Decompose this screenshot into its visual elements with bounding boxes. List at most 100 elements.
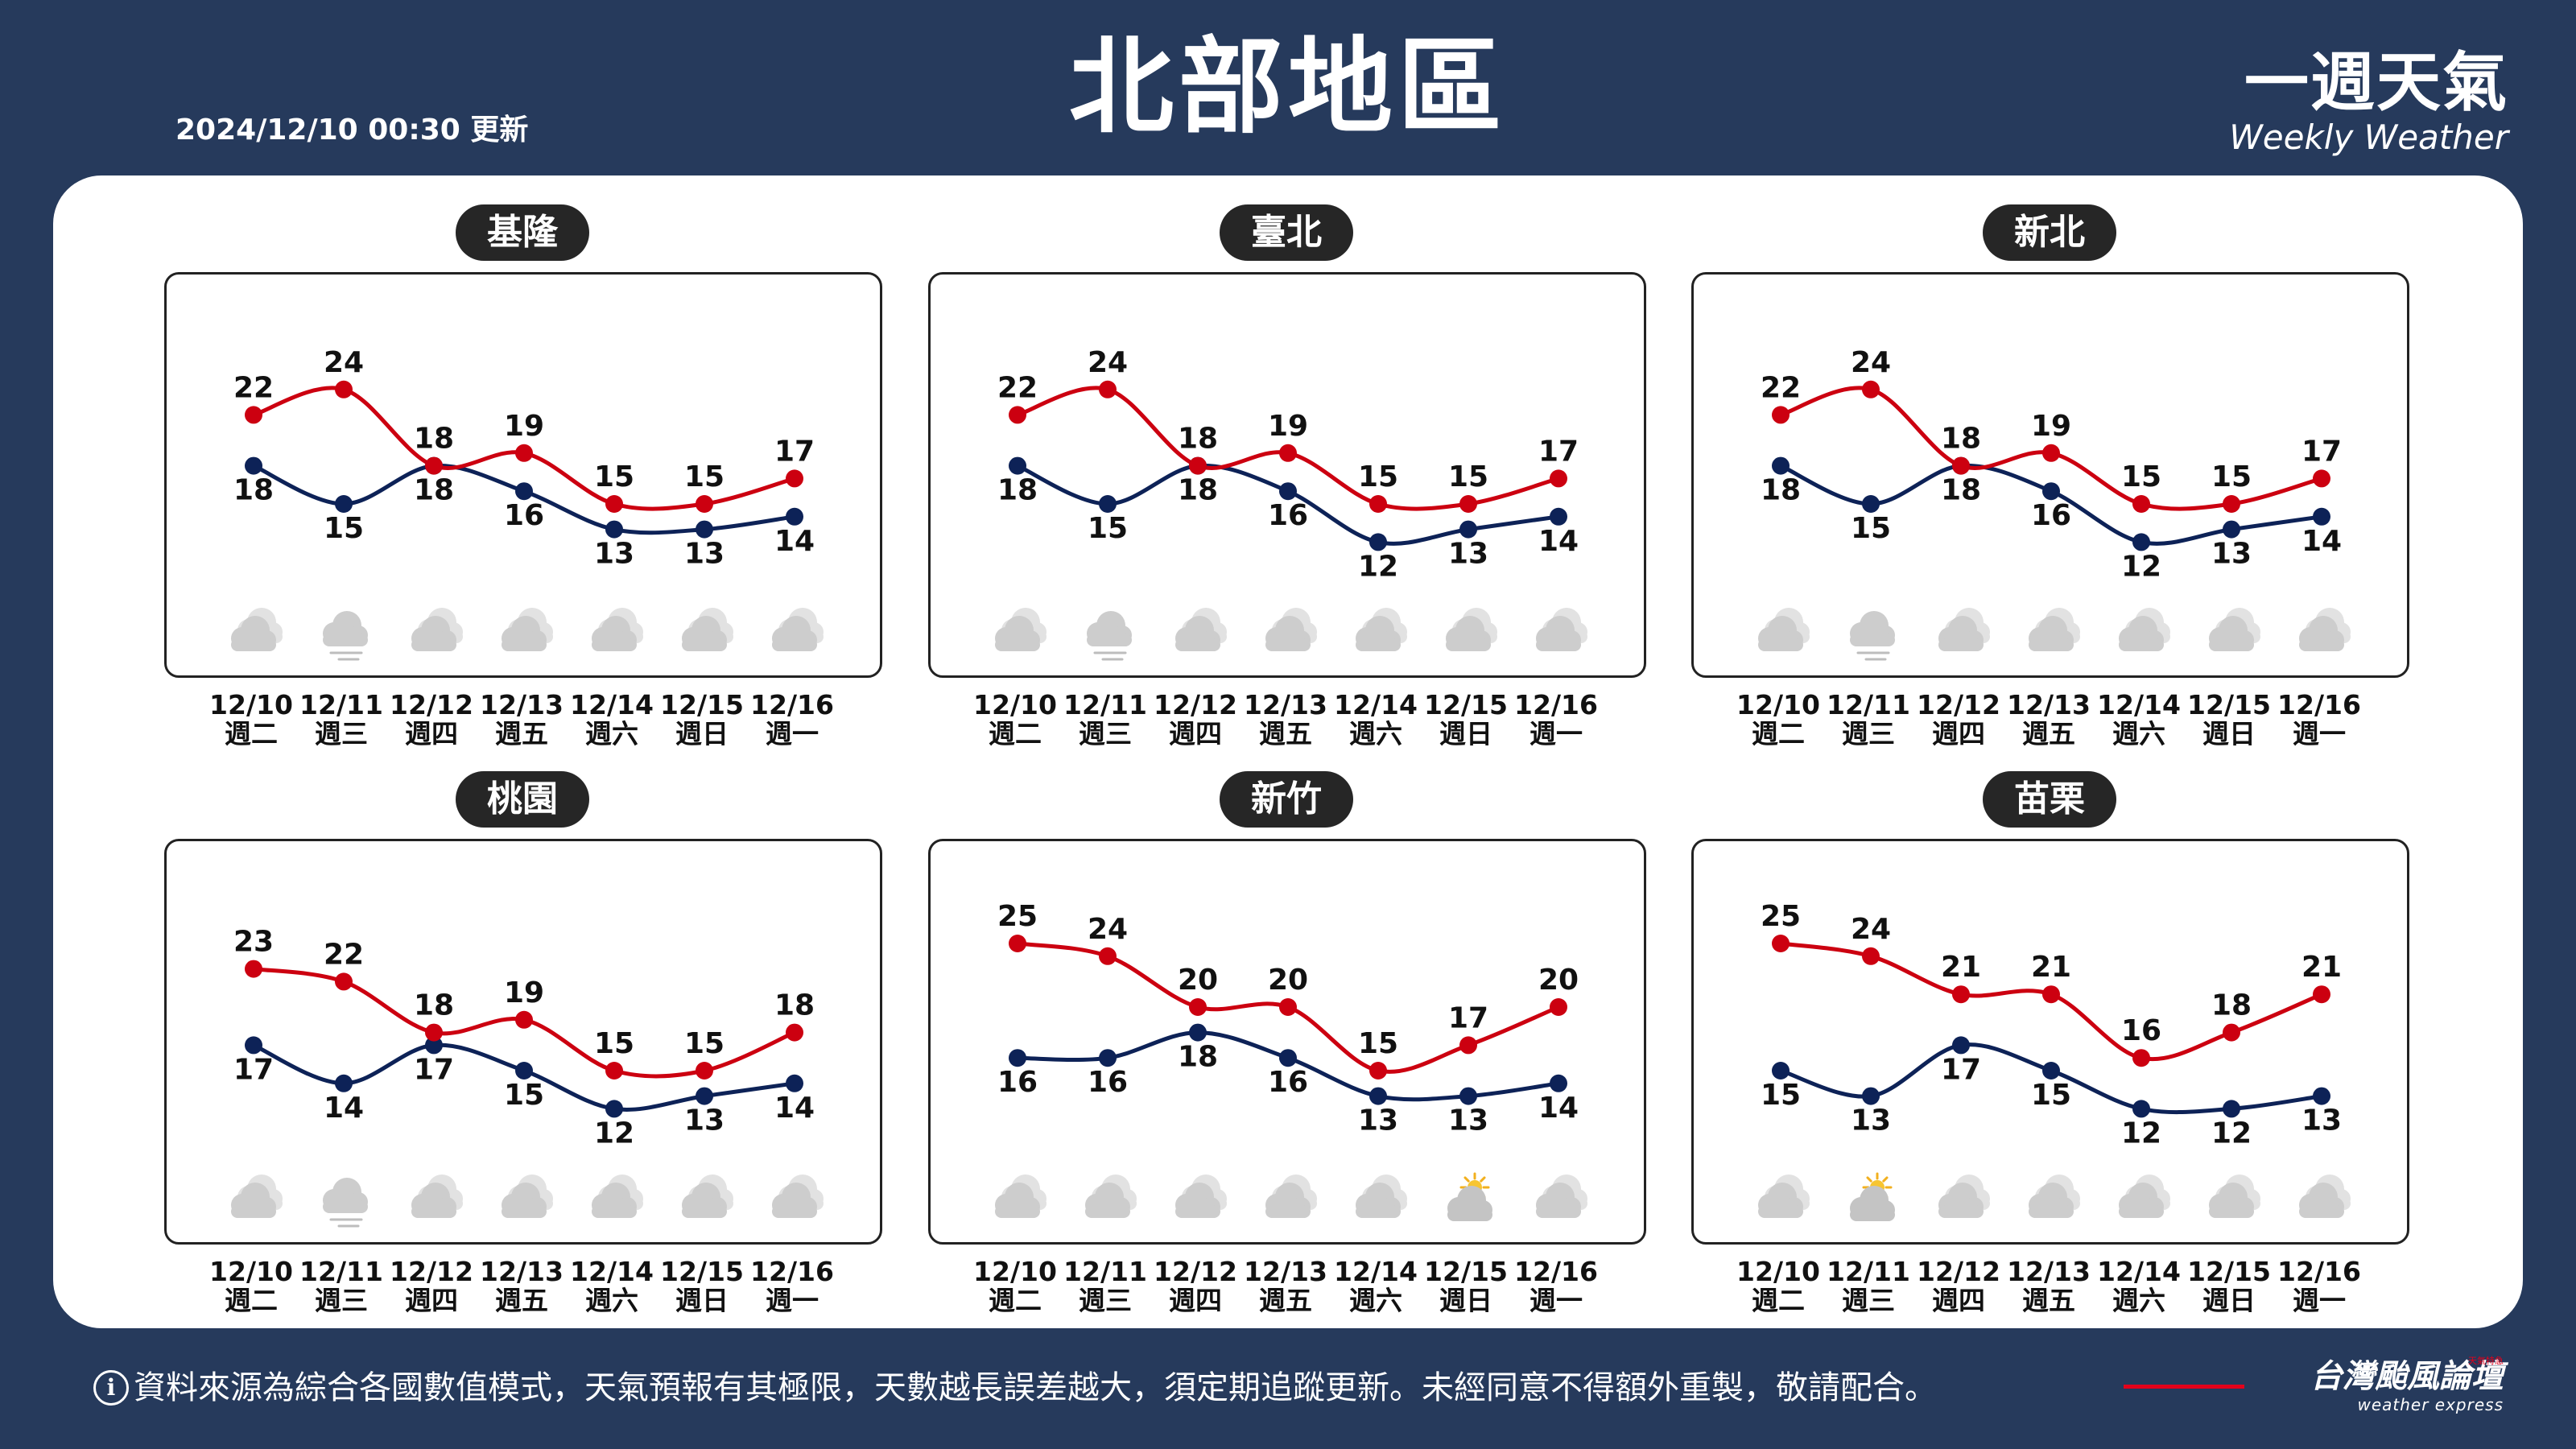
high-temp-point xyxy=(2042,444,2060,462)
low-temp-point xyxy=(1369,1087,1387,1105)
low-temp-label: 12 xyxy=(2121,1117,2161,1150)
low-temp-point xyxy=(2042,1062,2060,1080)
low-temp-point xyxy=(1279,1049,1297,1067)
cloudy-icon xyxy=(995,608,1046,651)
day-label: 12/11 週三 xyxy=(297,1257,386,1315)
day-label: 12/12 週四 xyxy=(1914,691,2003,749)
weekday-text: 週六 xyxy=(1349,1285,1402,1316)
high-temp-label: 20 xyxy=(1268,964,1308,997)
day-label: 12/10 週二 xyxy=(207,691,295,749)
cloudy-icon xyxy=(1175,1174,1227,1218)
weekday-text: 週日 xyxy=(1439,1285,1492,1316)
weekday-text: 週三 xyxy=(315,718,368,749)
low-temp-label: 13 xyxy=(1851,1104,1891,1137)
low-temp-label: 18 xyxy=(1761,474,1801,507)
temperature-chart: 18 15 18 16 12 13 14 22 24 18 19 15 15 17 xyxy=(1758,346,2351,661)
day-label: 12/16 週一 xyxy=(1512,691,1600,749)
cloud-fog-icon xyxy=(1850,611,1895,661)
high-temp-label: 22 xyxy=(324,938,364,971)
high-temp-label: 18 xyxy=(414,989,454,1022)
weekday-text: 週六 xyxy=(585,718,638,749)
day-label: 12/15 週日 xyxy=(1422,1257,1510,1315)
high-temp-point xyxy=(1099,947,1117,965)
high-temp-label: 15 xyxy=(684,1027,724,1060)
high-temp-point xyxy=(1009,406,1026,424)
high-temp-label: 15 xyxy=(1448,460,1488,493)
date-text: 12/14 xyxy=(570,689,654,720)
cloudy-icon xyxy=(1175,608,1227,651)
weekday-text: 週二 xyxy=(989,718,1042,749)
logo-sub-text: weather express xyxy=(2357,1395,2504,1414)
weekday-text: 週一 xyxy=(2293,1285,2346,1316)
cloudy-icon xyxy=(2209,608,2260,651)
high-temp-label: 15 xyxy=(594,1027,634,1060)
low-temp-point xyxy=(1772,1062,1790,1080)
high-temp-label: 19 xyxy=(504,976,544,1009)
high-temp-point xyxy=(1459,495,1477,513)
cloudy-icon xyxy=(2299,1174,2351,1218)
weekday-text: 週五 xyxy=(495,1285,548,1316)
date-text: 12/10 xyxy=(209,1256,293,1287)
low-temp-point xyxy=(1862,495,1880,513)
weekday-text: 週四 xyxy=(1932,718,1985,749)
day-label: 12/12 週四 xyxy=(1914,1257,2003,1315)
low-temp-label: 12 xyxy=(594,1117,634,1150)
high-temp-point xyxy=(2313,985,2330,1004)
low-temp-label: 16 xyxy=(997,1066,1038,1099)
cloudy-icon xyxy=(1356,608,1407,651)
high-temp-point xyxy=(245,406,262,424)
chart-frame: 17 14 17 15 12 13 14 23 22 18 19 15 15 18 xyxy=(164,839,882,1245)
low-temp-label: 18 xyxy=(1178,474,1218,507)
date-text: 12/10 xyxy=(973,1256,1057,1287)
high-temp-point xyxy=(515,444,533,462)
brand: 一週天氣 Weekly Weather xyxy=(2229,47,2508,156)
low-temp-label: 14 xyxy=(774,1092,815,1125)
day-label: 12/10 週二 xyxy=(971,691,1059,749)
day-label: 12/11 週三 xyxy=(297,691,386,749)
high-temp-label: 19 xyxy=(2031,410,2071,443)
weekday-text: 週四 xyxy=(405,1285,458,1316)
low-temp-point xyxy=(2223,1100,2240,1118)
date-text: 12/11 xyxy=(299,1256,383,1287)
low-temp-label: 17 xyxy=(1941,1053,1981,1086)
weekday-text: 週日 xyxy=(2202,718,2256,749)
logo-stripe xyxy=(2124,1385,2244,1389)
high-temp-label: 25 xyxy=(997,900,1038,933)
low-temp-point xyxy=(1279,482,1297,501)
day-label: 12/16 週一 xyxy=(2275,691,2363,749)
cloudy-icon xyxy=(772,608,824,651)
weekday-text: 週五 xyxy=(1259,718,1312,749)
weekday-text: 週四 xyxy=(1932,1285,1985,1316)
sun-cloud-icon xyxy=(1447,1172,1492,1221)
high-temp-label: 15 xyxy=(2121,460,2161,493)
chart-frame: 16 16 18 16 13 13 14 25 24 20 20 15 17 20 xyxy=(928,839,1646,1245)
high-temp-label: 17 xyxy=(2301,435,2342,468)
date-text: 12/14 xyxy=(2097,689,2181,720)
low-temp-point xyxy=(786,507,803,526)
low-temp-label: 18 xyxy=(1178,1041,1218,1074)
cloudy-icon xyxy=(1265,1174,1317,1218)
low-temp-label: 13 xyxy=(2211,538,2252,571)
weekday-text: 週五 xyxy=(2022,718,2075,749)
info-icon: i xyxy=(93,1370,129,1406)
low-temp-label: 18 xyxy=(1941,474,1981,507)
low-temp-label: 13 xyxy=(684,1104,724,1137)
day-label: 12/10 週二 xyxy=(207,1257,295,1315)
day-label: 12/12 週四 xyxy=(387,1257,476,1315)
cloudy-icon xyxy=(2119,608,2170,651)
cloudy-icon xyxy=(2119,1174,2170,1218)
cloudy-icon xyxy=(1938,1174,1990,1218)
high-temp-label: 19 xyxy=(504,410,544,443)
cloud-fog-icon xyxy=(323,1178,368,1228)
day-label: 12/12 週四 xyxy=(387,691,476,749)
low-temp-label: 13 xyxy=(684,538,724,571)
low-temp-label: 16 xyxy=(1268,499,1308,532)
chart-frame: 15 13 17 15 12 12 13 25 24 21 21 16 18 21 xyxy=(1691,839,2409,1245)
weekday-text: 週一 xyxy=(1530,718,1583,749)
day-label: 12/15 週日 xyxy=(2185,1257,2273,1315)
cloudy-icon xyxy=(231,1174,283,1218)
high-temp-label: 17 xyxy=(1538,435,1579,468)
high-temp-label: 20 xyxy=(1538,964,1579,997)
date-text: 12/15 xyxy=(2187,1256,2271,1287)
high-temp-point xyxy=(1862,380,1880,398)
